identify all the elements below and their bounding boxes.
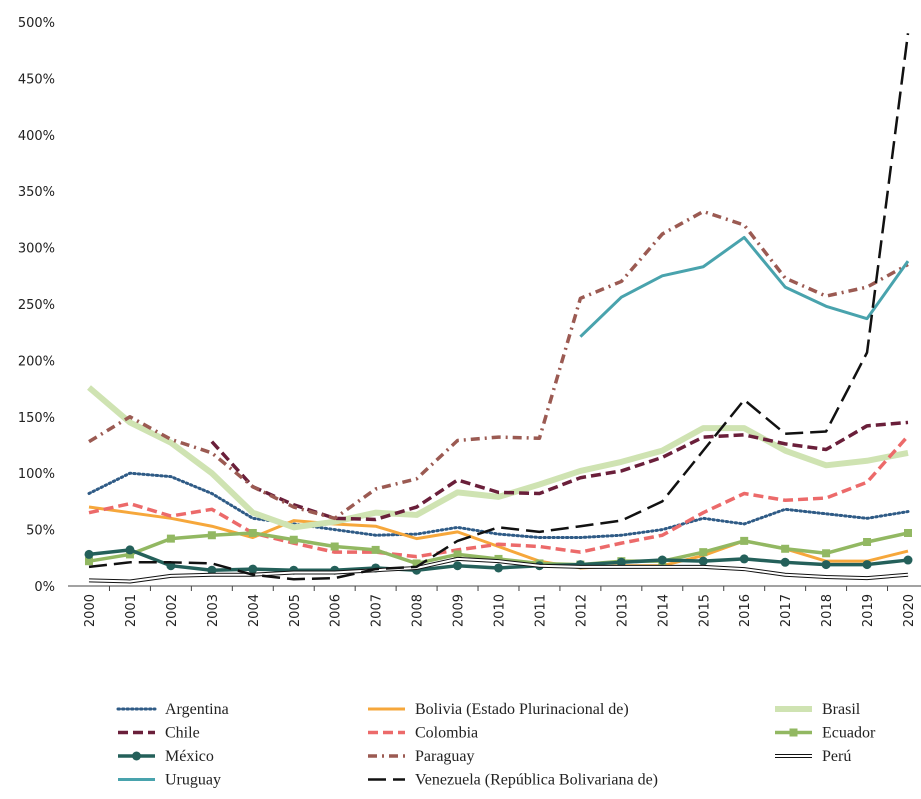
- point: [657, 555, 667, 565]
- y-tick-label: 500%: [18, 16, 55, 31]
- series-line: [87, 385, 909, 531]
- point: [453, 550, 462, 559]
- series-line: [88, 434, 910, 559]
- point: [289, 535, 298, 544]
- point: [85, 557, 93, 566]
- legend-label: Bolivia (Estado Plurinacional de): [415, 701, 629, 718]
- legend-label: Brasil: [822, 701, 861, 718]
- legend-label: Venezuela (República Bolivariana de): [415, 772, 658, 789]
- legend-label: Chile: [165, 725, 200, 742]
- x-tick-label: 2003: [206, 594, 221, 627]
- point: [412, 559, 421, 568]
- x-tick-label: 2001: [124, 594, 139, 627]
- point: [248, 528, 257, 537]
- point: [616, 557, 626, 567]
- point: [125, 550, 134, 559]
- x-tick-label: 2000: [83, 594, 98, 627]
- point: [698, 556, 708, 566]
- y-tick-label: 50%: [26, 524, 55, 539]
- series-line: [87, 471, 910, 539]
- legend-label: Perú: [822, 748, 851, 765]
- x-tick-label: 2018: [820, 594, 835, 627]
- y-tick-label: 300%: [18, 242, 55, 257]
- x-tick-label: 2009: [452, 594, 467, 627]
- point: [371, 545, 380, 554]
- y-tick-label: 100%: [18, 467, 55, 482]
- x-tick-label: 2017: [779, 594, 794, 627]
- point: [166, 534, 175, 543]
- point: [699, 548, 708, 557]
- series-line: [88, 209, 909, 521]
- point: [739, 554, 749, 564]
- point: [207, 531, 216, 540]
- point: [781, 544, 790, 553]
- x-tick-label: 2019: [861, 594, 876, 627]
- legend-marker: [789, 728, 798, 737]
- point: [125, 545, 135, 555]
- y-tick-label: 150%: [18, 411, 55, 426]
- x-tick-label: 2008: [411, 594, 426, 627]
- x-tick-label: 2020: [902, 594, 917, 627]
- x-tick-label: 2002: [165, 594, 180, 627]
- x-tick-label: 2013: [615, 594, 630, 627]
- series-line: [210, 420, 909, 522]
- legend-label: México: [165, 748, 214, 765]
- y-tick-label: 0%: [34, 580, 55, 595]
- x-tick-label: 2007: [370, 594, 385, 627]
- y-tick-label: 200%: [18, 354, 55, 369]
- legend-label: Uruguay: [165, 772, 221, 789]
- point: [822, 549, 831, 558]
- point: [821, 560, 831, 570]
- x-tick-label: 2015: [697, 594, 712, 627]
- point: [330, 542, 339, 551]
- x-tick-label: 2004: [247, 594, 262, 627]
- x-tick-label: 2010: [493, 594, 508, 627]
- x-tick-label: 2005: [288, 594, 303, 627]
- point: [780, 557, 790, 567]
- point: [248, 564, 258, 574]
- point: [207, 565, 217, 575]
- x-tick-label: 2006: [329, 594, 344, 627]
- series-line: [88, 33, 910, 581]
- point: [863, 538, 872, 547]
- y-tick-label: 450%: [18, 72, 55, 87]
- point: [740, 536, 749, 545]
- point: [862, 560, 872, 570]
- x-tick-label: 2016: [738, 594, 753, 627]
- y-tick-label: 400%: [18, 129, 55, 144]
- point: [453, 561, 463, 571]
- x-tick-label: 2014: [656, 594, 671, 627]
- point: [903, 555, 913, 565]
- x-tick-label: 2011: [533, 594, 548, 627]
- point: [494, 563, 503, 573]
- legend-label: Colombia: [415, 725, 478, 742]
- x-tick-label: 2012: [574, 594, 589, 627]
- y-tick-label: 350%: [18, 185, 55, 200]
- legend-label: Argentina: [165, 701, 229, 718]
- legend-label: Paraguay: [415, 748, 475, 765]
- series-line: [579, 235, 910, 338]
- series-line-inner: [88, 557, 909, 583]
- point: [904, 528, 912, 537]
- point: [494, 554, 503, 563]
- point: [84, 549, 94, 559]
- legend-marker: [132, 751, 141, 761]
- y-tick-label: 250%: [18, 298, 55, 313]
- legend-label: Ecuador: [822, 725, 876, 742]
